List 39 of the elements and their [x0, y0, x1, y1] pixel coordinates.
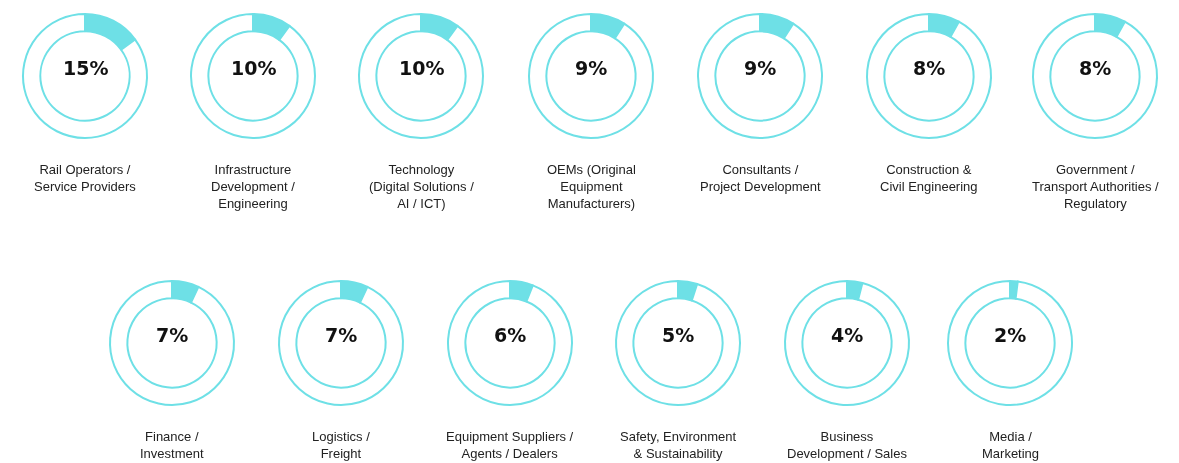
- data-label: 9%: [744, 57, 777, 79]
- data-label: 10%: [399, 57, 445, 79]
- text: Media / Marketing: [982, 429, 1040, 461]
- donut-slice: [697, 13, 823, 139]
- text: Government / Transport Authorities / Regulatory: [1032, 162, 1160, 211]
- data-label: 9%: [575, 57, 608, 79]
- data-label: 4%: [831, 324, 864, 346]
- donut-slice: [190, 13, 316, 139]
- data-label: 7%: [325, 324, 358, 346]
- data-label: 8%: [913, 57, 946, 79]
- text: Construction & Civil Engineering: [880, 162, 978, 194]
- donut-slice: [947, 280, 1073, 406]
- text: Business Development / Sales: [787, 429, 908, 461]
- data-label: 5%: [662, 324, 695, 346]
- donut-slice: [1032, 13, 1158, 139]
- text: OEMs (Original Equipment Manufacturers): [547, 162, 636, 211]
- donut-slice: [447, 280, 573, 406]
- data-label: 15%: [63, 57, 109, 79]
- text: Infrastructure Development / Engineering: [211, 162, 296, 211]
- data-label: 10%: [231, 57, 277, 79]
- text: Equipment Suppliers / Agents / Dealers: [446, 429, 574, 461]
- data-label: 6%: [494, 324, 527, 346]
- donut-slice: [866, 13, 992, 139]
- text: Rail Operators / Service Providers: [34, 162, 137, 194]
- text: Consultants / Project Development: [700, 162, 822, 194]
- text: Logistics / Freight: [312, 429, 371, 461]
- donut-slice: [528, 13, 654, 139]
- donut-slice: [615, 280, 741, 406]
- data-label: 8%: [1079, 57, 1112, 79]
- data-label: 2%: [994, 324, 1027, 346]
- text: Safety, Environment & Sustainability: [620, 429, 737, 461]
- data-label: 7%: [156, 324, 189, 346]
- donut-slice: [109, 280, 235, 406]
- text: Finance / Investment: [140, 429, 204, 461]
- donut-slice: [278, 280, 404, 406]
- text: Technology (Digital Solutions / AI / ICT): [369, 162, 475, 211]
- donut-slice: [784, 280, 910, 406]
- donut-slice: [358, 13, 484, 139]
- donut-slice: [22, 13, 148, 139]
